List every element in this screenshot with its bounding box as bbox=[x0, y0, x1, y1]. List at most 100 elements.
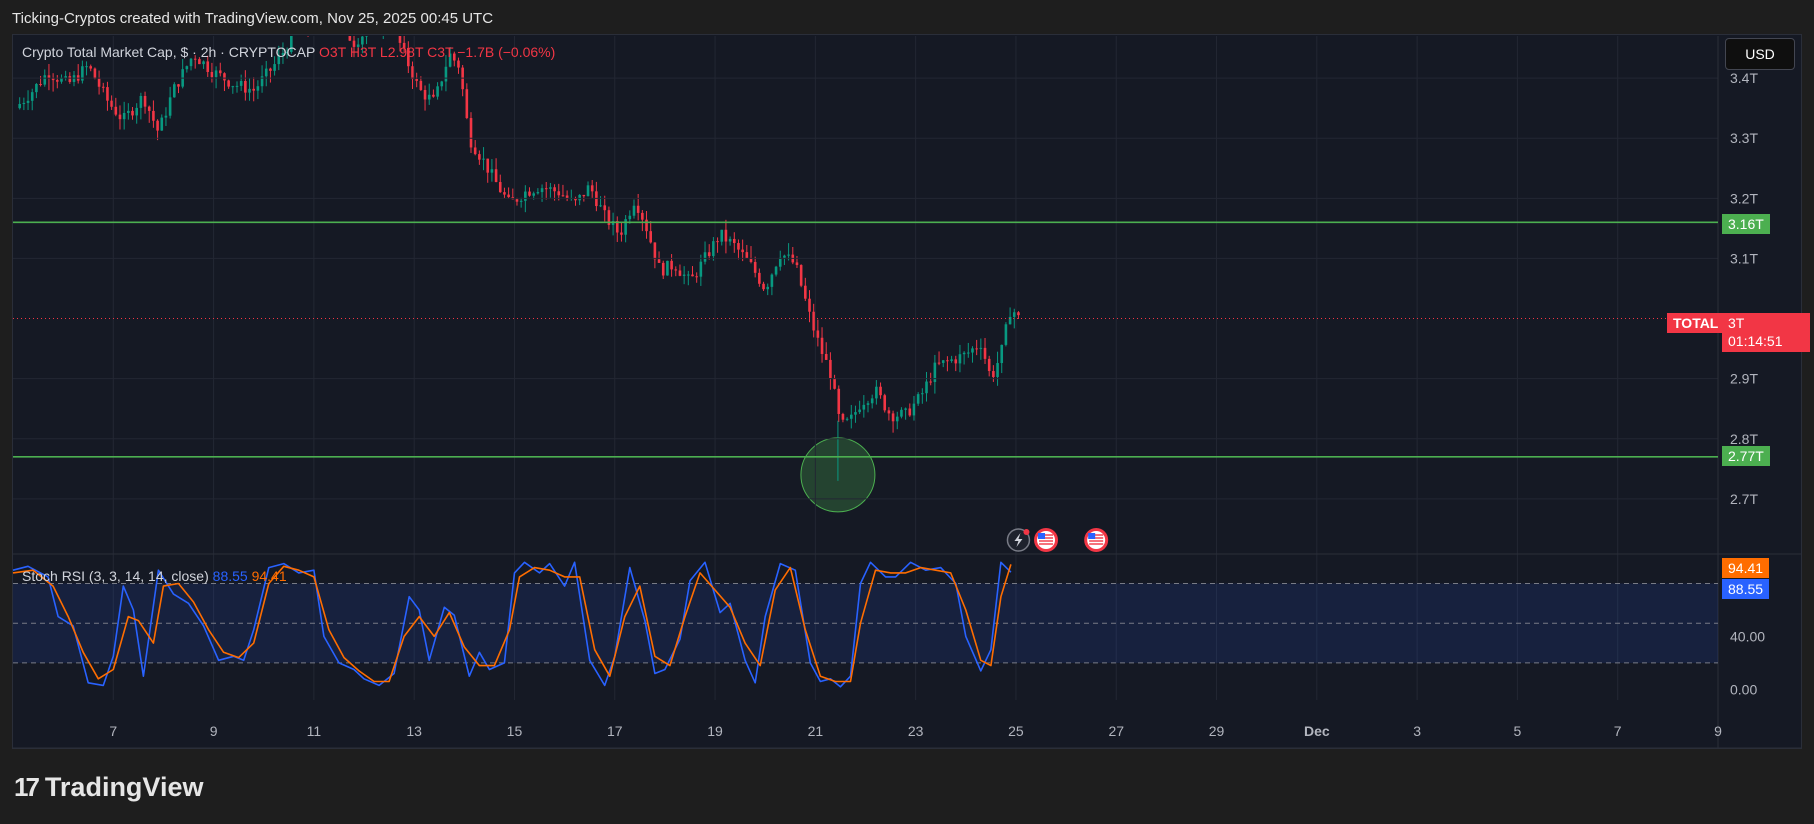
candle-body bbox=[958, 354, 962, 364]
candle-body bbox=[636, 205, 640, 213]
candle-body bbox=[202, 61, 205, 65]
candle-body bbox=[214, 70, 218, 78]
candle-body bbox=[620, 232, 623, 235]
candle-body bbox=[766, 286, 770, 290]
stoch-d-tag: 94.41 bbox=[1722, 558, 1770, 578]
candle-body bbox=[352, 40, 356, 47]
candle-body bbox=[524, 191, 527, 201]
price-axis-label: 3.4T bbox=[1730, 70, 1758, 86]
candle-body bbox=[561, 195, 565, 197]
stoch-rsi-d-value: 94.41 bbox=[251, 568, 287, 584]
tradingview-logo[interactable]: 17 TradingView bbox=[14, 772, 203, 803]
us-flag-icon[interactable] bbox=[1034, 528, 1059, 552]
candle-body bbox=[933, 362, 937, 382]
currency-button[interactable]: USD bbox=[1725, 38, 1795, 70]
candle-body bbox=[1012, 312, 1016, 317]
candle-body bbox=[244, 80, 247, 93]
candle-body bbox=[478, 154, 481, 160]
candle-body bbox=[473, 147, 477, 155]
candle-body bbox=[891, 413, 895, 422]
candle-body bbox=[427, 94, 431, 100]
candle-body bbox=[122, 112, 126, 120]
candle-body bbox=[486, 158, 490, 173]
candle-body bbox=[624, 219, 627, 235]
time-axis-label: 7 bbox=[1614, 723, 1622, 739]
candle-body bbox=[862, 404, 866, 410]
candle-body bbox=[528, 191, 531, 196]
candle-body bbox=[60, 77, 63, 82]
candle-body bbox=[97, 78, 101, 87]
candle-body bbox=[774, 266, 778, 275]
candle-body bbox=[168, 97, 172, 116]
candle-body bbox=[344, 24, 347, 27]
candle-body bbox=[407, 47, 410, 67]
candle-body bbox=[724, 229, 728, 242]
lightning-icon[interactable] bbox=[1006, 528, 1031, 552]
candle-body bbox=[348, 36, 352, 41]
candle-body bbox=[101, 86, 105, 88]
candle-body bbox=[912, 403, 916, 416]
candle-body bbox=[804, 285, 807, 299]
candle-body bbox=[110, 100, 113, 107]
candle-body bbox=[682, 274, 686, 276]
candle-body bbox=[415, 79, 418, 81]
lightning-icon-bolt bbox=[1014, 533, 1023, 547]
stoch-rsi-axis-label: 40.00 bbox=[1730, 628, 1765, 644]
candle-body bbox=[875, 386, 878, 399]
candle-body bbox=[206, 61, 210, 72]
candle-body bbox=[557, 191, 561, 196]
candle-body bbox=[432, 94, 435, 97]
candle-body bbox=[47, 75, 51, 79]
candle-body bbox=[419, 80, 423, 90]
candle-body bbox=[992, 371, 995, 377]
candle-body bbox=[328, 22, 331, 25]
candle-body bbox=[632, 205, 636, 216]
candle-body bbox=[879, 386, 882, 396]
candle-body bbox=[749, 257, 753, 262]
candle-body bbox=[156, 120, 159, 131]
candle-body bbox=[361, 36, 364, 45]
stoch-rsi-d-line bbox=[12, 564, 1012, 683]
candle-body bbox=[666, 260, 669, 276]
candle-body bbox=[653, 242, 657, 260]
candle-body bbox=[553, 187, 556, 192]
candle-body bbox=[578, 194, 581, 201]
symbol-badge: TOTAL bbox=[1667, 313, 1725, 333]
candle-body bbox=[1000, 344, 1004, 364]
candle-body bbox=[457, 60, 460, 68]
candle-body bbox=[941, 360, 945, 363]
time-axis-label: 9 bbox=[210, 723, 218, 739]
candle-body bbox=[753, 261, 757, 273]
candle-body bbox=[799, 265, 803, 286]
candle-body bbox=[1008, 316, 1012, 325]
candle-body bbox=[732, 238, 736, 244]
candle-body bbox=[139, 95, 143, 108]
stoch-k-tag: 88.55 bbox=[1722, 579, 1770, 599]
candle-body bbox=[532, 193, 535, 196]
time-axis-label: 9 bbox=[1714, 723, 1722, 739]
candle-body bbox=[264, 68, 268, 77]
candle-body bbox=[311, 29, 314, 30]
candle-body bbox=[193, 58, 197, 60]
candle-body bbox=[507, 194, 510, 198]
candle-body bbox=[586, 185, 590, 197]
candle-body bbox=[971, 348, 974, 353]
candle-body bbox=[303, 24, 306, 32]
candle-body bbox=[544, 188, 548, 190]
price-axis-label: 3.1T bbox=[1730, 250, 1758, 266]
us-flag-icon[interactable] bbox=[1084, 528, 1109, 552]
candle-body bbox=[118, 114, 122, 120]
candle-body bbox=[762, 283, 765, 290]
candle-body bbox=[937, 362, 941, 364]
symbol-name[interactable]: Crypto Total Market Cap, $ · 2h · CRYPTO… bbox=[22, 44, 316, 60]
candle-body bbox=[26, 100, 30, 103]
candle-body bbox=[277, 55, 281, 65]
candle-body bbox=[691, 274, 694, 277]
stoch-rsi-name[interactable]: Stoch RSI (3, 3, 14, 14, close) bbox=[22, 568, 209, 584]
candle-body bbox=[315, 18, 318, 29]
stoch-rsi-k-line bbox=[12, 561, 1012, 688]
candle-body bbox=[824, 353, 828, 360]
candle-body bbox=[494, 169, 498, 183]
time-axis-label: 3 bbox=[1413, 723, 1421, 739]
